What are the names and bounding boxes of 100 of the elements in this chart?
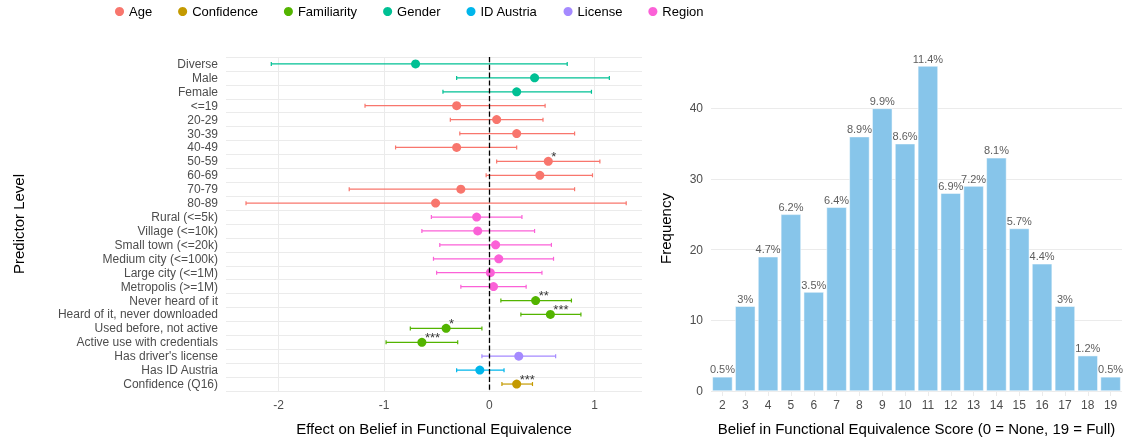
point [545, 309, 555, 319]
point [473, 226, 483, 236]
bar [963, 186, 984, 391]
y-axis-title: Predictor Level [10, 173, 27, 275]
annotation: *** [553, 301, 569, 317]
legend-label: License [577, 4, 623, 19]
annotation: 4.4% [1029, 250, 1055, 263]
x-tick-label: 1 [591, 398, 599, 412]
annotation: 6.4% [824, 193, 850, 206]
bar [1077, 355, 1098, 391]
point [491, 240, 501, 250]
bar [986, 157, 1007, 391]
point [456, 184, 466, 194]
y-tick-label: Never heard of it [129, 293, 219, 308]
annotation: 4.7% [755, 243, 781, 256]
y-tick-label: Rural (<=5k) [151, 210, 218, 225]
x-tick-label: 4 [764, 398, 772, 412]
point [475, 365, 485, 375]
bar [872, 108, 893, 391]
x-tick-label: 2 [719, 398, 727, 412]
x-tick-label: 0 [485, 398, 493, 412]
x-tick-label: 17 [1058, 398, 1072, 412]
annotation: 9.9% [869, 94, 895, 107]
x-tick-label: 6 [810, 398, 818, 412]
annotation: 0.5% [1098, 363, 1124, 376]
y-tick-label: Confidence (Q16) [123, 377, 218, 392]
x-tick-label: 10 [898, 398, 913, 412]
y-tick-label: 30-39 [187, 126, 219, 141]
y-tick-label: Large city (<=1M) [123, 265, 218, 280]
y-tick-label: 70-79 [187, 182, 219, 197]
point [512, 379, 522, 389]
annotation: 8.6% [892, 130, 918, 143]
y-tick-label: 30 [689, 172, 704, 187]
y-axis-title: Frequency [657, 192, 674, 264]
annotation: 6.2% [778, 200, 804, 213]
y-tick-label: Used before, not active [94, 321, 219, 336]
x-tick-label: 16 [1035, 398, 1050, 412]
x-tick-label: 7 [833, 398, 841, 412]
point [543, 156, 553, 166]
x-axis-title: Effect on Belief in Functional Equivalence [296, 420, 572, 437]
bar [735, 306, 756, 391]
y-tick-label: Has ID Austria [141, 363, 219, 378]
x-tick-label: 12 [944, 398, 958, 412]
point [530, 73, 540, 83]
y-tick-label: Medium city (<=100k) [102, 251, 218, 266]
y-tick-label: 40 [689, 101, 704, 116]
annotation: 3.5% [801, 278, 827, 291]
y-tick-label: 0 [696, 384, 704, 398]
point [531, 296, 541, 306]
legend-label: Confidence [192, 4, 258, 19]
point [512, 129, 522, 139]
annotation: * [551, 148, 557, 164]
point [441, 323, 451, 333]
y-tick-label: Heard of it, never downloaded [57, 307, 218, 322]
y-tick-label: Diverse [177, 56, 219, 71]
point [417, 337, 427, 347]
annotation: 8.1% [983, 144, 1010, 157]
point [492, 115, 502, 125]
bar [826, 207, 847, 391]
point [452, 142, 462, 152]
y-tick-label: Active use with credentials [76, 335, 218, 350]
bar [849, 136, 870, 391]
annotation: 5.7% [1006, 215, 1032, 227]
point [431, 198, 441, 208]
y-tick-label: 60-69 [187, 168, 219, 183]
y-tick-label: Has driver's license [114, 349, 219, 364]
y-tick-label: 10 [689, 313, 704, 328]
annotation: 0.5% [709, 363, 736, 376]
bar [940, 193, 961, 391]
annotation: ** [538, 288, 549, 304]
legend-label: Gender [397, 4, 442, 19]
legend-label: ID Austria [480, 4, 538, 19]
annotation: 8.9% [846, 123, 873, 136]
y-tick-label: Small town (<=20k) [114, 237, 218, 252]
y-tick-label: Metropolis (>=1M) [120, 279, 218, 294]
x-tick-label: 8 [856, 398, 864, 412]
point [489, 282, 498, 292]
x-tick-label: 18 [1081, 398, 1095, 412]
y-tick-label: Village (<=10k) [137, 223, 218, 238]
point [514, 351, 524, 361]
bar [1100, 376, 1121, 391]
annotation: * [449, 315, 455, 331]
annotation: 6.9% [938, 179, 964, 192]
x-tick-label: 13 [966, 398, 981, 412]
point [512, 87, 522, 97]
y-tick-label: 20-29 [187, 112, 219, 127]
x-tick-label: 3 [741, 398, 749, 412]
point [494, 254, 504, 264]
y-tick-label: 50-59 [187, 154, 219, 169]
annotation: 7.2% [961, 172, 987, 185]
x-tick-label: 14 [989, 398, 1004, 412]
bar [1009, 228, 1030, 391]
annotation: 11.4% [912, 52, 944, 65]
legend-label: Familiarity [297, 4, 358, 19]
x-tick-label: -2 [273, 398, 285, 412]
annotation: *** [519, 371, 535, 387]
x-tick-label: 19 [1103, 398, 1118, 412]
annotation: 3% [737, 292, 754, 305]
point [535, 170, 545, 180]
bar [803, 292, 824, 391]
